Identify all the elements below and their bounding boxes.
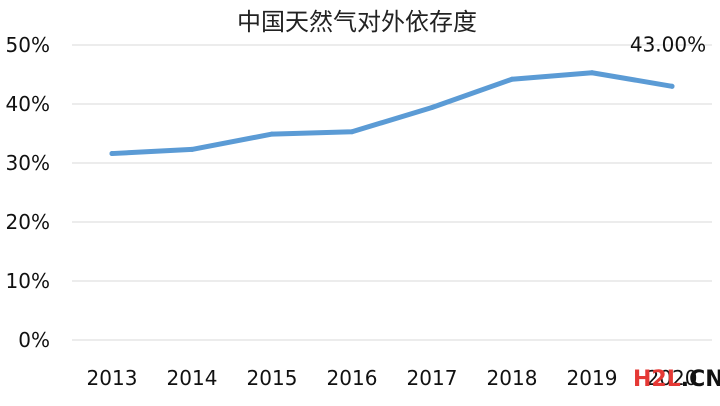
y-tick-label: 20%: [6, 210, 50, 234]
x-tick-label-2015: 2015: [247, 366, 298, 390]
x-axis-ticks: 2013 2014 2015 2016 2017 2018 2019 2020: [87, 366, 698, 390]
y-axis-ticks: 0% 10% 20% 30% 40% 50%: [6, 33, 50, 352]
data-point-2016: [349, 129, 355, 135]
y-tick-label: 50%: [6, 33, 50, 57]
y-tick-label: 30%: [6, 151, 50, 175]
x-tick-label-2020: 2020: [647, 366, 698, 390]
y-tick-label: 10%: [6, 269, 50, 293]
x-tick-label-2019: 2019: [567, 366, 618, 390]
series-line-0: [109, 70, 675, 157]
data-point-2019: [589, 70, 595, 76]
watermark-logo: H2L.CN: [633, 367, 720, 392]
data-point-2013: [109, 151, 115, 157]
series-layer: [109, 70, 675, 157]
x-tick-label-2017: 2017: [407, 366, 458, 390]
data-point-2018: [509, 76, 515, 82]
data-label-2020: 43.00%: [630, 32, 706, 56]
y-tick-label: 0%: [18, 328, 50, 352]
y-tick-label: 40%: [6, 92, 50, 116]
grid-layer: [72, 44, 712, 341]
x-tick-label-2016: 2016: [327, 366, 378, 390]
x-tick-label-2014: 2014: [167, 366, 218, 390]
data-point-2020: [669, 83, 675, 89]
watermark-red: H2L: [633, 367, 681, 392]
x-tick-label-2018: 2018: [487, 366, 538, 390]
watermark-black: .CN: [681, 367, 720, 392]
data-point-2017: [429, 105, 435, 111]
data-point-2014: [189, 146, 195, 152]
data-point-2015: [269, 131, 275, 137]
x-tick-label-2013: 2013: [87, 366, 138, 390]
chart-title: 中国天然气对外依存度: [237, 8, 477, 36]
